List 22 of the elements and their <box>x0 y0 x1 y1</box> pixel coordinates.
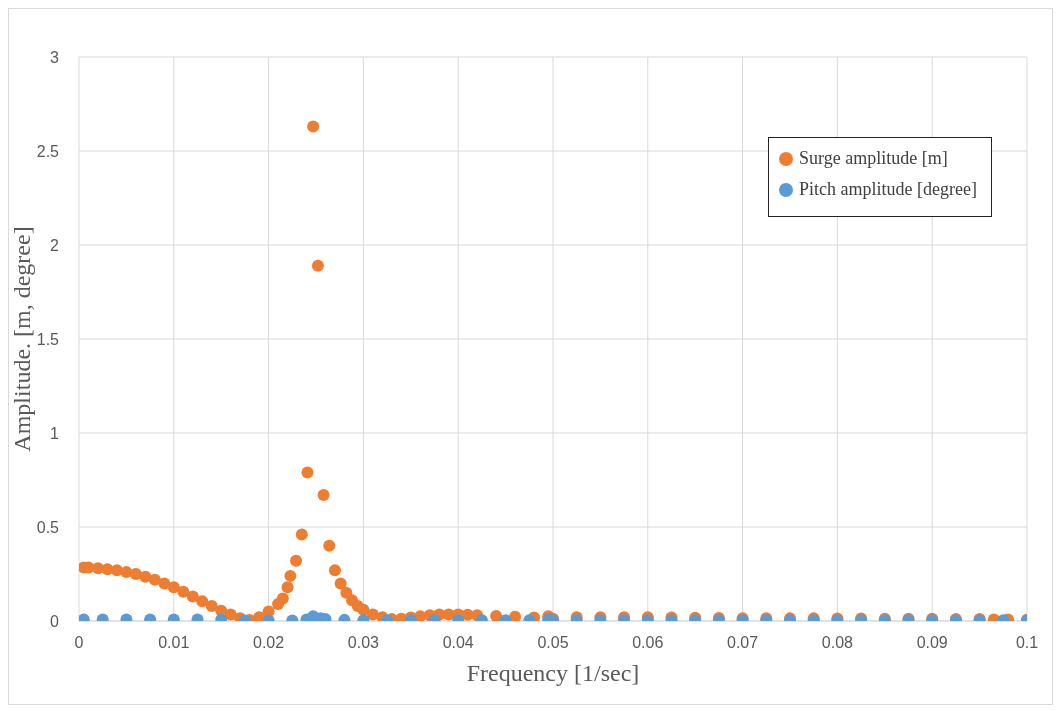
x-tick-label: 0.04 <box>442 634 474 652</box>
x-tick-label: 0 <box>74 634 84 652</box>
x-tick-label: 0.08 <box>821 634 854 652</box>
y-tick-label: 2.5 <box>36 142 60 160</box>
y-tick-label: 1 <box>50 424 60 442</box>
legend-label: Pitch amplitude [degree] <box>799 179 977 200</box>
x-tick-label: 0.09 <box>916 634 948 652</box>
y-tick-label: 3 <box>50 48 60 66</box>
x-tick-label: 0.01 <box>158 634 190 652</box>
x-tick-label: 0.02 <box>253 634 285 652</box>
x-tick-label: 0.06 <box>632 634 664 652</box>
x-tick-label: 0.07 <box>727 634 759 652</box>
y-tick-label: 1.5 <box>36 330 60 348</box>
x-tick-label: 0.1 <box>1015 634 1039 652</box>
y-tick-label: 0 <box>50 612 60 630</box>
x-tick-label: 0.05 <box>537 634 569 652</box>
x-tick-label: 0.03 <box>347 634 380 652</box>
x-axis-title: Frequency [1/sec] <box>466 660 640 686</box>
y-tick-label: 2 <box>50 236 60 254</box>
y-axis-title: Amplitude. [m, degree] <box>8 226 35 452</box>
legend-label: Surge amplitude [m] <box>799 148 948 169</box>
y-tick-label: 0.5 <box>36 518 60 536</box>
